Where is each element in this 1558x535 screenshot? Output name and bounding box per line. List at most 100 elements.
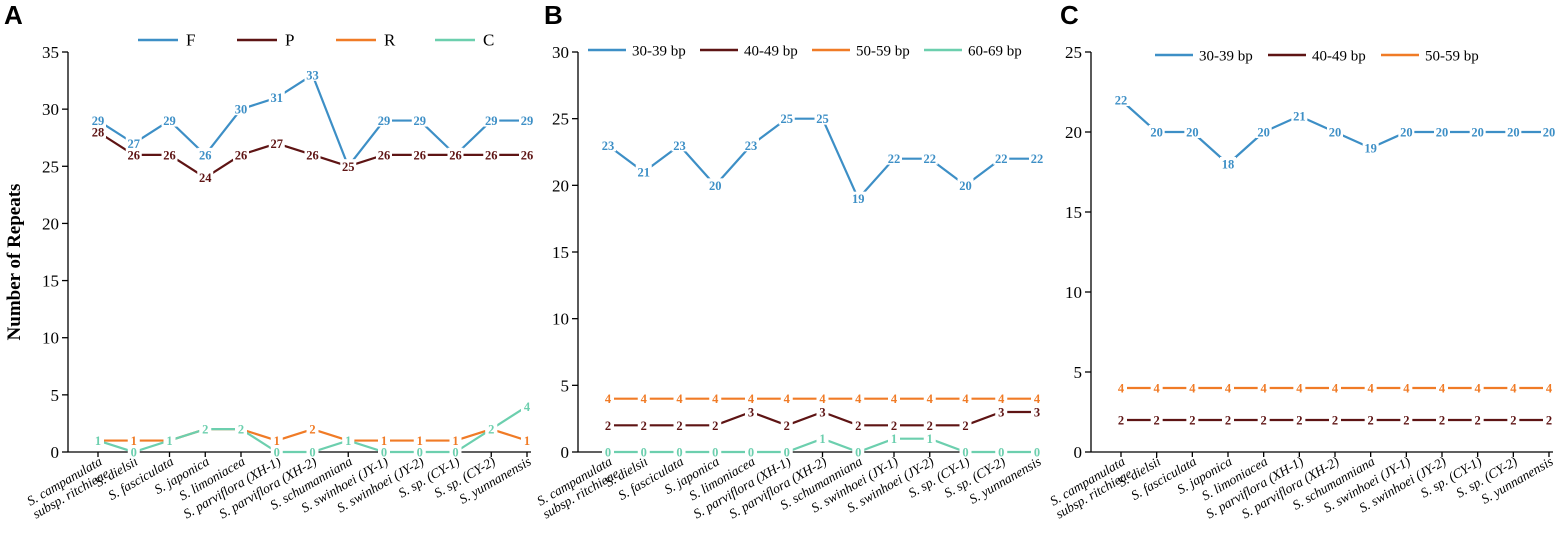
data-label: 4: [1154, 382, 1161, 396]
series-30-39-bp: 22 20 20 18 20 21 20 19 20 20 20 20 20: [1113, 93, 1557, 172]
series-50-59-bp: 4 4 4 4 4 4 4 4 4 4 4 4 4: [1115, 381, 1555, 396]
y-tick-label: 35: [42, 43, 59, 62]
data-label-bg: [673, 445, 686, 458]
data-label-bg: [1031, 445, 1043, 458]
data-label-bg: [886, 151, 902, 165]
legend-label: P: [285, 31, 294, 50]
data-label-bg: [270, 433, 283, 447]
data-label-bg: [709, 391, 722, 405]
data-label-bg: [995, 405, 1008, 418]
legend-label: C: [483, 31, 494, 50]
y-tick-label: 10: [1065, 283, 1082, 302]
data-label: 29: [485, 114, 498, 128]
data-label-bg: [1220, 157, 1236, 170]
data-label-bg: [1469, 125, 1486, 138]
data-label-bg: [1222, 413, 1234, 426]
data-label: 26: [521, 148, 534, 162]
data-label: 4: [1225, 382, 1232, 396]
data-label: 20: [1436, 126, 1449, 140]
panel-letter: C: [1060, 0, 1079, 30]
y-tick-label: 10: [42, 329, 59, 348]
data-label-bg: [1148, 125, 1165, 138]
data-label-bg: [1222, 381, 1234, 394]
data-label-bg: [342, 433, 355, 447]
data-label-bg: [1291, 109, 1308, 122]
data-label: 19: [1364, 142, 1377, 156]
y-tick-label: 10: [552, 310, 569, 329]
data-label: 2: [891, 419, 897, 433]
data-label-bg: [304, 67, 321, 81]
data-label-bg: [1507, 413, 1520, 426]
data-label: 1: [166, 434, 172, 448]
data-label-bg: [816, 391, 829, 405]
data-label-bg: [161, 147, 178, 161]
series-40-49-bp: 2 2 2 2 3 2 3 2 2 2 2 3 3: [602, 405, 1043, 433]
data-label-bg: [447, 147, 464, 161]
data-label-bg: [1400, 381, 1413, 394]
data-label: 4: [1475, 382, 1482, 396]
data-label-bg: [1150, 413, 1163, 426]
data-label: 20: [1400, 126, 1413, 140]
data-label-bg: [637, 391, 650, 405]
data-label-bg: [340, 159, 357, 173]
data-label-bg: [1150, 381, 1163, 394]
data-label-bg: [411, 113, 428, 127]
data-label: 20: [1471, 126, 1484, 140]
y-tick-label: 15: [42, 272, 59, 291]
data-label-bg: [1115, 381, 1127, 394]
y-tick-label: 15: [552, 243, 569, 262]
data-label-bg: [161, 113, 178, 127]
data-label: 0: [641, 446, 647, 460]
y-tick-label: 5: [51, 386, 60, 405]
data-label-bg: [709, 418, 722, 432]
y-tick-label: 15: [1065, 203, 1082, 222]
data-label-bg: [235, 422, 247, 436]
data-label-bg: [709, 445, 722, 458]
data-label: 4: [1296, 382, 1303, 396]
data-label: 1: [274, 434, 280, 448]
data-label: 27: [128, 137, 141, 151]
data-label-bg: [637, 418, 650, 432]
legend-label: 40-49 bp: [1312, 49, 1366, 65]
data-label-bg: [304, 147, 321, 161]
data-label: 4: [712, 392, 719, 406]
data-label: 1: [131, 434, 137, 448]
data-label-bg: [921, 151, 938, 165]
data-label-bg: [1364, 413, 1377, 426]
data-label: 4: [1118, 382, 1125, 396]
data-label: 4: [1189, 382, 1196, 396]
data-label-bg: [233, 147, 249, 161]
data-label: 20: [959, 179, 972, 193]
data-label-bg: [816, 431, 829, 445]
data-label-bg: [888, 418, 900, 432]
y-tick-label: 0: [561, 443, 570, 462]
data-label-bg: [1471, 413, 1484, 426]
data-label-bg: [993, 151, 1010, 165]
data-label-bg: [1434, 125, 1450, 138]
data-label-bg: [197, 147, 214, 161]
data-label: 0: [855, 446, 861, 460]
data-label: 1: [891, 432, 897, 446]
data-label-bg: [306, 422, 319, 436]
data-label: 26: [449, 148, 462, 162]
data-label-bg: [1400, 413, 1413, 426]
data-label-bg: [376, 147, 392, 161]
data-label-bg: [745, 445, 757, 458]
data-label: 4: [891, 392, 898, 406]
data-label: 2: [641, 419, 647, 433]
data-label-bg: [957, 178, 974, 192]
data-label-bg: [888, 431, 900, 445]
panel-letter: B: [544, 0, 563, 30]
data-label-bg: [127, 433, 140, 447]
data-label: 2: [1225, 414, 1231, 428]
data-label-bg: [90, 113, 106, 127]
legend-label: F: [186, 31, 195, 50]
data-label-bg: [673, 391, 686, 405]
data-label: 4: [819, 392, 826, 406]
data-label: 24: [199, 171, 212, 185]
data-label: 1: [524, 434, 530, 448]
data-label: 4: [605, 392, 612, 406]
data-label: 2: [1475, 414, 1481, 428]
data-label: 2: [927, 419, 933, 433]
data-label-bg: [1255, 125, 1272, 138]
